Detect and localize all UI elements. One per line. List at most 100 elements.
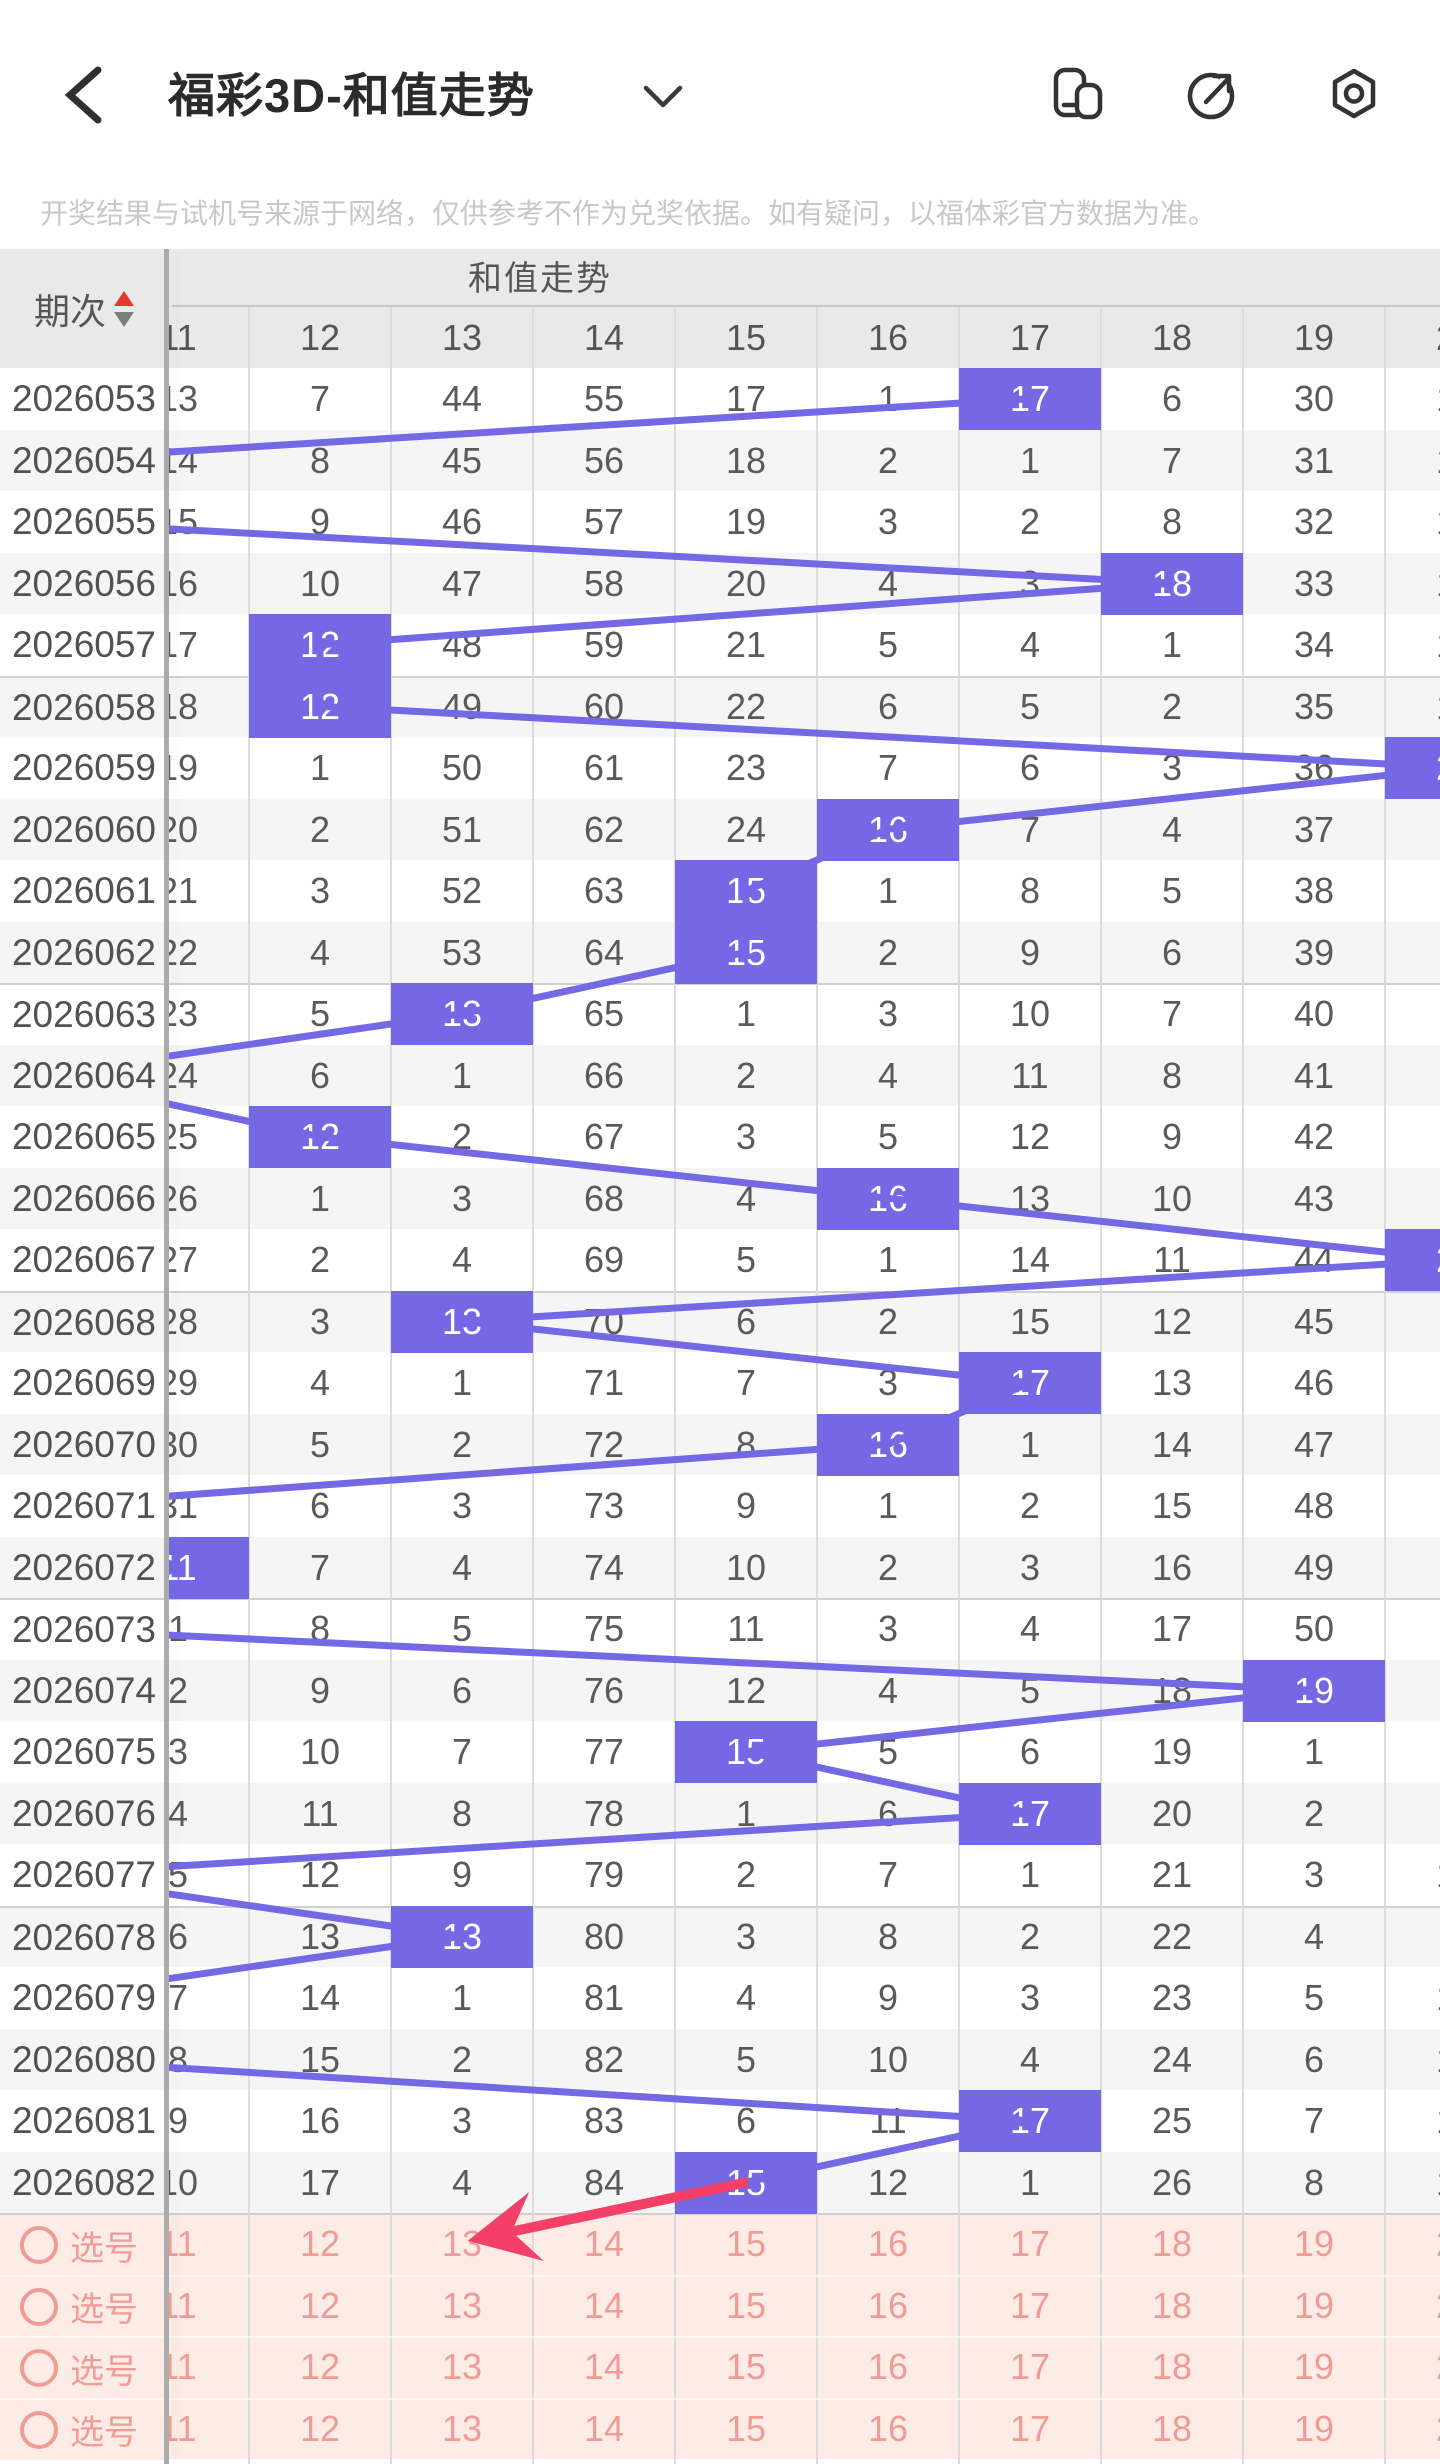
pick-value[interactable]: 18 (1151, 2346, 1193, 2387)
trend-cell: 12 (1009, 1116, 1051, 1157)
trend-cell: 2 (1019, 1915, 1041, 1957)
trend-cell: 1 (877, 378, 899, 419)
pick-value[interactable]: 19 (1293, 2407, 1335, 2449)
pick-value[interactable]: 13 (441, 2407, 483, 2449)
trend-cell: 5 (1385, 1045, 1440, 1107)
trend-cell: 15 (1385, 430, 1440, 492)
trend-cell: 1 (1019, 439, 1041, 481)
trend-cell: 5 (1161, 870, 1183, 911)
trend-cell: 2 (1385, 860, 1440, 922)
pick-value[interactable]: 18 (1151, 2284, 1193, 2326)
pick-value[interactable]: 18 (1151, 2407, 1193, 2449)
pick-value[interactable]: 14 (583, 2346, 625, 2387)
trend-cell: 53 (441, 931, 483, 973)
pick-value[interactable]: 16 (867, 2407, 909, 2449)
trend-cell: 59 (583, 624, 625, 665)
pick-value[interactable]: 20 (1385, 2213, 1440, 2275)
trend-cell: 5 (735, 1239, 757, 1280)
settings-nut-icon[interactable] (1324, 64, 1384, 124)
trend-cell: 3 (877, 501, 899, 542)
pick-radio[interactable] (20, 2349, 58, 2387)
trend-cell: 1 (1019, 2161, 1041, 2203)
trend-cell: 83 (583, 2100, 625, 2141)
period-cell: 2026079 (0, 1967, 168, 2029)
switch-layout-icon[interactable] (1047, 64, 1107, 124)
trend-cell: 14 (1385, 368, 1440, 430)
pick-value[interactable]: 13 (441, 2346, 483, 2387)
column-grid-line (1384, 307, 1386, 2464)
pick-value[interactable]: 13 (441, 2284, 483, 2326)
pick-value[interactable]: 15 (725, 2284, 767, 2326)
pick-value[interactable]: 12 (299, 2407, 341, 2449)
trend-cell: 5 (1385, 1537, 1440, 1599)
pick-row-separator (0, 2336, 1440, 2338)
sort-asc-icon (114, 290, 134, 306)
pick-value[interactable]: 18 (1151, 2223, 1193, 2264)
pick-value[interactable]: 16 (867, 2223, 909, 2264)
hit-cell: 15 (675, 1721, 817, 1783)
pick-row-label: 选号 (70, 2291, 138, 2329)
trend-cell: 31 (1293, 439, 1335, 481)
pick-value[interactable]: 16 (867, 2346, 909, 2387)
trend-cell: 5 (877, 624, 899, 665)
pick-value[interactable]: 20 (1385, 2398, 1440, 2460)
trend-cell: 44 (441, 378, 483, 419)
trend-cell: 2 (1385, 1352, 1440, 1414)
title-dropdown-icon[interactable] (642, 84, 684, 110)
trend-cell: 34 (1293, 624, 1335, 665)
pick-value[interactable]: 20 (1385, 2275, 1440, 2337)
back-icon[interactable] (62, 64, 108, 126)
pick-value[interactable]: 17 (1009, 2223, 1051, 2264)
pick-value[interactable]: 19 (1293, 2284, 1335, 2326)
pick-radio[interactable] (20, 2410, 58, 2449)
pick-value[interactable]: 12 (299, 2346, 341, 2387)
trend-cell: 15 (1151, 1485, 1193, 1526)
pick-value[interactable]: 13 (441, 2223, 483, 2264)
pick-value[interactable]: 14 (583, 2407, 625, 2449)
trend-cell: 74 (583, 1546, 625, 1588)
period-cell: 2026066 (0, 1167, 168, 1230)
trend-cell: 24 (1151, 2038, 1193, 2080)
pick-value[interactable]: 17 (1009, 2346, 1051, 2387)
pick-value[interactable]: 14 (583, 2223, 625, 2264)
trend-cell: 11 (869, 2100, 907, 2141)
pick-value[interactable]: 14 (583, 2284, 625, 2326)
trend-cell: 4 (1385, 1475, 1440, 1537)
trend-cell: 4 (735, 1977, 757, 2018)
pick-value[interactable]: 19 (1293, 2346, 1335, 2387)
share-icon[interactable] (1182, 64, 1242, 124)
trend-cell: 4 (1019, 2038, 1041, 2080)
pick-value[interactable]: 15 (725, 2346, 767, 2387)
period-cell: 2026053 (0, 368, 168, 430)
pick-value[interactable]: 15 (725, 2407, 767, 2449)
pick-value[interactable]: 20 (1385, 2336, 1440, 2398)
column-grid-line (248, 307, 250, 2464)
trend-cell: 45 (1293, 1300, 1335, 1342)
trend-cell: 1 (877, 870, 899, 911)
period-cell: 2026068 (0, 1290, 168, 1353)
trend-cell: 4 (1019, 1608, 1041, 1649)
pick-value[interactable]: 19 (1293, 2223, 1335, 2264)
pick-radio[interactable] (20, 2226, 58, 2264)
trend-cell: 5 (451, 1608, 473, 1649)
trend-cell: 9 (877, 1977, 899, 2018)
column-header: 19 (1293, 317, 1335, 358)
trend-cell: 4 (877, 1669, 899, 1711)
trend-cell: 16 (1151, 1546, 1193, 1588)
pick-value[interactable]: 16 (867, 2284, 909, 2326)
trend-cell: 3 (1303, 1854, 1325, 1895)
pick-value[interactable]: 12 (299, 2223, 341, 2264)
trend-cell: 3 (309, 1300, 331, 1342)
pick-radio[interactable] (20, 2287, 58, 2326)
pick-value[interactable]: 17 (1009, 2407, 1051, 2449)
trend-cell: 23 (1151, 1977, 1193, 2018)
period-sort-header[interactable]: 期次 (0, 249, 168, 368)
pick-value[interactable]: 15 (725, 2223, 767, 2264)
pick-value[interactable]: 17 (1009, 2284, 1051, 2326)
pick-value[interactable]: 12 (299, 2284, 341, 2326)
trend-cell: 12 (1385, 1967, 1440, 2029)
trend-cell: 71 (583, 1362, 625, 1403)
trend-cell: 6 (1385, 1598, 1440, 1660)
trend-cell: 12 (1151, 1300, 1193, 1342)
